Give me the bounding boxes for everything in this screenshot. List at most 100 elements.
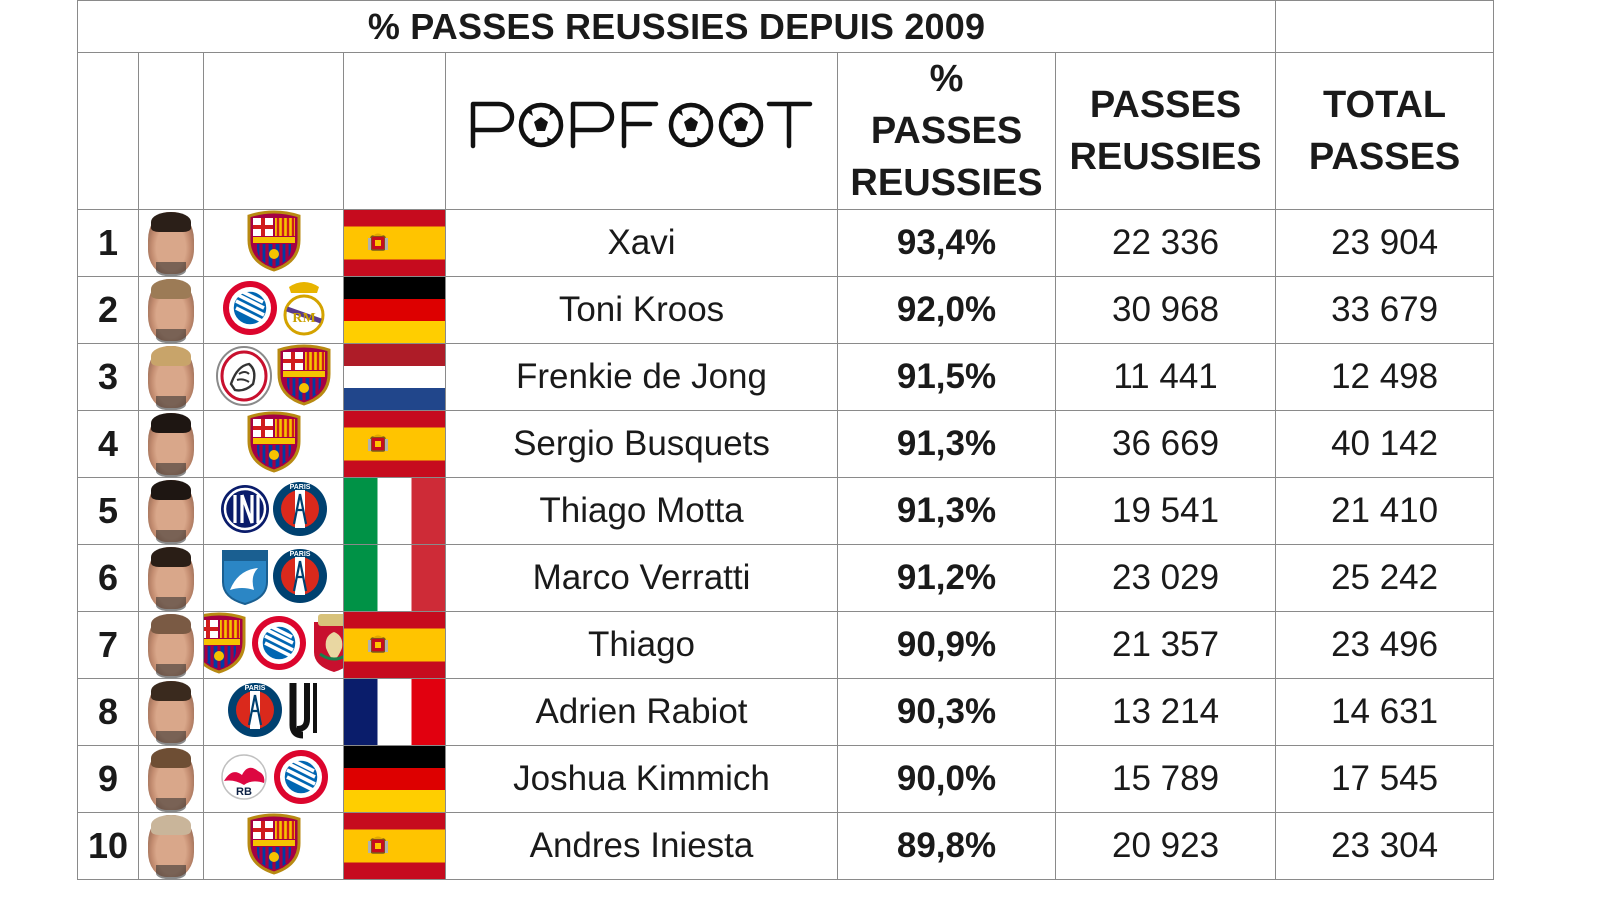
player-rows: 1 [77,209,1495,880]
ranking-sheet: % PASSES REUSSIES DEPUIS 2009 [76,0,1495,881]
player-photo-cell [138,343,204,411]
flag-cell [343,209,446,277]
rank-cell: 9 [77,745,139,813]
total-passes-cell: 33 679 [1275,276,1495,344]
completed-header-line-2: REUSSIES [1069,136,1262,178]
player-photo [148,480,194,544]
club-crests-cell [203,611,344,679]
svg-text:PARIS: PARIS [289,551,310,558]
club-crests-cell: RM [203,276,344,344]
club-crests-cell: PARIS [203,477,344,545]
player-name-cell: Toni Kroos [445,276,838,344]
player-name-cell: Adrien Rabiot [445,678,838,746]
pass-pct-cell: 92,0% [837,276,1056,344]
rank-cell: 10 [77,812,139,880]
total-passes-cell: 23 496 [1275,611,1495,679]
inter-milan-crest-icon [220,480,270,543]
fc-barcelona-crest-icon [245,411,303,477]
club-crests-cell [203,209,344,277]
table-row: 3 Frenkie de Jong 91,5% 11 [77,343,1495,411]
player-name-cell: Joshua Kimmich [445,745,838,813]
club-crests-cell [203,343,344,411]
pass-pct-cell: 89,8% [837,812,1056,880]
pass-pct-cell: 93,4% [837,209,1056,277]
player-photo-cell [138,276,204,344]
player-photo [148,614,194,678]
completed-header: PASSES REUSSIES [1054,52,1277,210]
player-name-cell: Frenkie de Jong [445,343,838,411]
total-header-line-1: TOTAL [1323,84,1447,126]
pass-pct-cell: 91,3% [837,410,1056,478]
pass-pct-cell: 91,2% [837,544,1056,612]
club-crests-cell: PARIS [203,678,344,746]
bayern-munich-crest-icon [221,279,279,342]
player-name-cell: Andres Iniesta [445,812,838,880]
germany-flag-icon [344,277,445,343]
total-header-line-2: PASSES [1308,136,1461,178]
pass-pct-cell: 91,5% [837,343,1056,411]
spain-flag-icon [344,612,445,678]
total-passes-cell: 40 142 [1275,410,1495,478]
flag-cell [343,343,446,411]
club-crests-cell [203,812,344,880]
header-row: % PASSES REUSSIES PASSES REUSSIES TOTAL … [77,52,1495,210]
player-name-cell: Xavi [445,209,838,277]
bayern-munich-crest-icon [250,614,308,677]
ajax-crest-icon [215,345,273,410]
player-photo-cell [138,544,204,612]
rank-cell: 6 [77,544,139,612]
flag-cell [343,678,446,746]
completed-passes-cell: 36 669 [1054,410,1277,478]
player-photo [148,748,194,812]
title-blank-cell [1275,0,1495,53]
pass-pct-cell: 90,3% [837,678,1056,746]
player-photo-cell [138,611,204,679]
spain-flag-icon [344,411,445,477]
total-passes-cell: 25 242 [1275,544,1495,612]
svg-text:PARIS: PARIS [244,685,265,692]
fc-barcelona-crest-icon [245,813,303,879]
rank-cell: 5 [77,477,139,545]
total-passes-cell: 21 410 [1275,477,1495,545]
italy-flag-icon [344,545,445,611]
player-name-cell: Thiago [445,611,838,679]
completed-passes-cell: 22 336 [1054,209,1277,277]
table-row: 2 RM Toni Kroos 92,0% 30 968 33 679 [77,276,1495,344]
spain-flag-icon [344,210,445,276]
player-photo-cell [138,678,204,746]
brand-logo-cell [445,52,838,210]
ranking-table: % PASSES REUSSIES DEPUIS 2009 [76,0,1495,880]
pescara-crest-icon [220,546,270,611]
rank-header-cell [77,52,139,210]
pass-pct-cell: 90,0% [837,745,1056,813]
player-photo-cell [138,477,204,545]
flag-cell [343,276,446,344]
table-row: 5 PARIS Thiago Motta 91,3% 19 541 21 410 [77,477,1495,545]
flag-cell [343,477,446,545]
player-photo-cell [138,812,204,880]
completed-passes-cell: 30 968 [1054,276,1277,344]
player-photo [148,547,194,611]
player-photo [148,212,194,276]
table-title: % PASSES REUSSIES DEPUIS 2009 [76,0,1277,53]
bayern-munich-crest-icon [272,748,330,811]
rank-cell: 3 [77,343,139,411]
table-row: 1 [77,209,1495,277]
player-photo-cell [138,745,204,813]
paris-saint-germain-crest-icon: PARIS [227,681,283,744]
completed-passes-cell: 21 357 [1054,611,1277,679]
pass-pct-cell: 91,3% [837,477,1056,545]
juventus-crest-icon [285,680,321,745]
photo-header-cell [138,52,204,210]
table-row: 10 [77,812,1495,880]
flag-cell [343,812,446,880]
club-crests-cell [203,410,344,478]
table-row: 8 PARIS Adrien Rabiot 90,3% 13 214 14 63… [77,678,1495,746]
france-flag-icon [344,679,445,745]
club-crests-cell: PARIS [203,544,344,612]
player-photo [148,815,194,879]
flag-cell [343,611,446,679]
rank-cell: 8 [77,678,139,746]
total-passes-cell: 17 545 [1275,745,1495,813]
completed-passes-cell: 23 029 [1054,544,1277,612]
